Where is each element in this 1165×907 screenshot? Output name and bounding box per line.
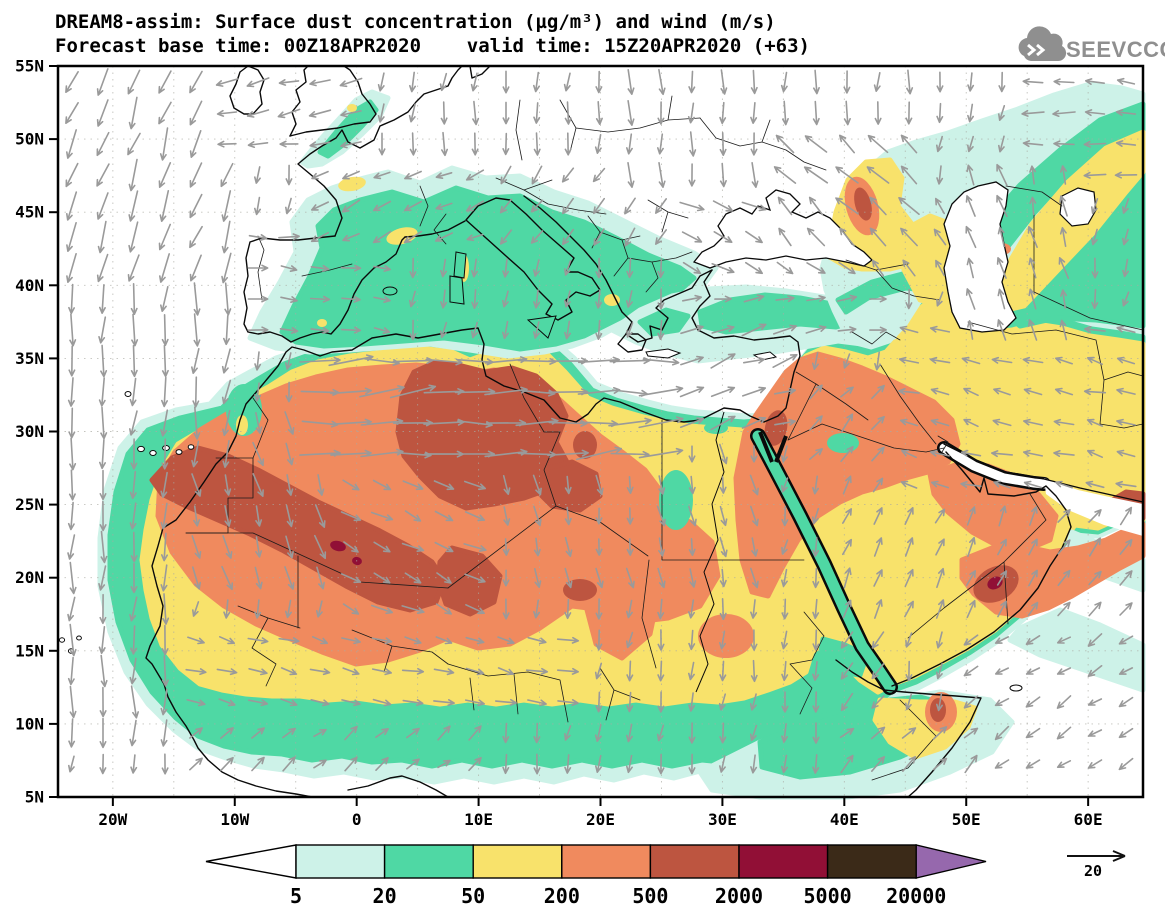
lon-tick-label: 0: [352, 810, 362, 829]
black-sea: [692, 189, 873, 269]
colorbar-segment: [472, 844, 563, 879]
colorbar-segment: [826, 844, 917, 879]
cape-verde-island: [58, 637, 66, 643]
lat-tick-label: 55N: [15, 57, 44, 76]
lat-tick-label: 40N: [15, 276, 44, 295]
mallorca-island: [382, 286, 398, 296]
lat-tick-label: 25N: [15, 495, 44, 514]
cloud-icon: [1018, 26, 1067, 62]
dust-fill-layer: [97, 81, 1146, 800]
aral-sea: [1059, 187, 1097, 227]
gulf-of-aqaba: [774, 435, 788, 463]
colorbar-label: 50: [461, 884, 485, 907]
gulf-of-suez: [758, 431, 774, 463]
lat-tick-label: 35N: [15, 349, 44, 368]
lon-tick-label: 20W: [98, 810, 127, 829]
lon-tick-label: 20E: [586, 810, 615, 829]
seas-layer: [692, 181, 1143, 695]
lat-tick-label: 30N: [15, 422, 44, 441]
colorbar-label: 200: [544, 884, 580, 907]
canary-island: [187, 444, 195, 450]
wind-reference-arrow-icon: [1067, 850, 1126, 862]
seevccc-logo: SEEVCCC: [1018, 26, 1165, 62]
chart-subtitle: Forecast base time: 00Z18APR2020 valid t…: [55, 35, 810, 57]
axis-ticks: 55N 50N 45N 40N 35N 30N 25N 20N 15N 10N 5N 20W 10W 0 1…: [15, 57, 1102, 830]
gulf-of-oman-water: [1044, 478, 1143, 536]
chart-title: DREAM8-assim: Surface dust concentration…: [55, 11, 776, 33]
lon-tick-label: 40E: [830, 810, 859, 829]
red-sea-water: [752, 430, 896, 693]
lat-tick-label: 50N: [15, 130, 44, 149]
colorbar-segment: [383, 844, 474, 879]
colorbar-label: 5: [290, 884, 302, 907]
lon-tick-label: 10W: [220, 810, 249, 829]
colorbar-legend: 5 20 50 200 500 2000 5000 20000: [205, 844, 987, 907]
madeira-island: [124, 391, 132, 397]
lon-tick-label: 60E: [1074, 810, 1103, 829]
wind-arrows: [65, 68, 1138, 775]
cape-verde-island: [76, 635, 82, 641]
wind-reference-label: 20: [1084, 862, 1102, 880]
sardinia-island: [449, 275, 465, 305]
logo-text: SEEVCCC: [1066, 37, 1165, 62]
colorbar-segment: [561, 844, 652, 879]
lon-tick-label: 30E: [708, 810, 737, 829]
lat-tick-label: 20N: [15, 568, 44, 587]
nile-river: [695, 411, 725, 693]
socotra-island: [1009, 684, 1023, 692]
lat-tick-label: 5N: [25, 788, 44, 807]
lat-tick-label: 45N: [15, 203, 44, 222]
caspian-sea: [943, 181, 1017, 333]
country-borders: [185, 95, 1144, 781]
colorbar-label: 20: [373, 884, 397, 907]
canary-island: [162, 445, 170, 451]
crete-island: [645, 348, 682, 359]
colorbar-segment: [295, 844, 386, 879]
canary-island: [149, 450, 157, 456]
wind-reference: 20: [1067, 850, 1126, 880]
lat-tick-label: 15N: [15, 641, 44, 660]
corsica-island: [453, 251, 467, 279]
lat-tick-label: 10N: [15, 714, 44, 733]
colorbar-segment: [649, 844, 740, 879]
canary-island: [175, 449, 183, 455]
colorbar-label: 5000: [804, 884, 852, 907]
canary-island: [137, 445, 145, 453]
colorbar-overflow-arrow: [915, 844, 987, 879]
lon-tick-label: 50E: [952, 810, 981, 829]
wind-arrow-field: [65, 68, 1138, 775]
map-area: 55N 50N 45N 40N 35N 30N 25N 20N 15N 10N 5N 20W 10W 0 1…: [15, 57, 1146, 830]
colorbar-underflow-arrow: [205, 844, 297, 879]
lon-tick-label: 10E: [464, 810, 493, 829]
colorbar-segment: [738, 844, 829, 879]
colorbar-label: 20000: [886, 884, 946, 907]
cloud-chevrons-icon: [1027, 43, 1046, 57]
colorbar-label: 2000: [715, 884, 763, 907]
islands: [58, 251, 1023, 692]
colorbar-label: 500: [632, 884, 668, 907]
persian-gulf-water: [939, 443, 1049, 489]
